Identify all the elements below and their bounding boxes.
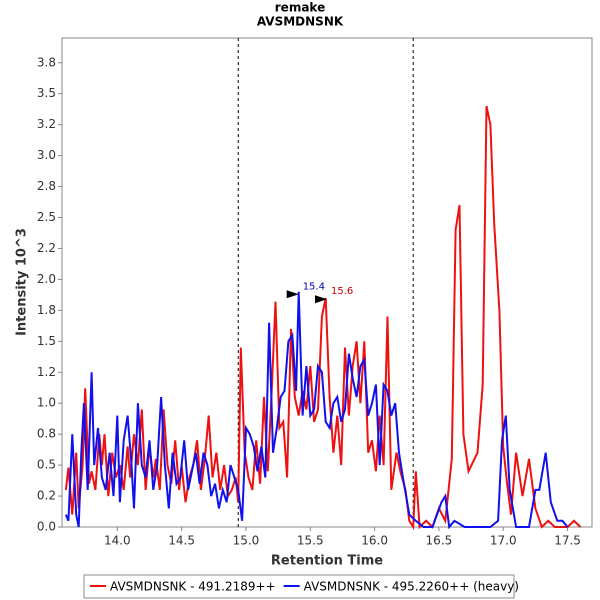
x-tick-label: 15.0 bbox=[233, 534, 260, 548]
y-tick-label: 0.8 bbox=[37, 427, 56, 441]
legend-label: AVSMDNSNK - 495.2260++ (heavy) bbox=[304, 580, 519, 594]
y-tick-label: 1.5 bbox=[37, 334, 56, 348]
annotation-label: 15.4 bbox=[303, 281, 325, 292]
x-tick-label: 14.0 bbox=[104, 534, 131, 548]
y-tick-label: 0.2 bbox=[37, 489, 56, 503]
y-axis-label: Intensity 10^3 bbox=[15, 228, 30, 336]
x-tick-label: 15.5 bbox=[297, 534, 324, 548]
chart-title: remake bbox=[275, 1, 325, 15]
legend-label: AVSMDNSNK - 491.2189++ bbox=[110, 580, 276, 594]
y-tick-label: 2.2 bbox=[37, 241, 56, 255]
x-tick-label: 16.0 bbox=[361, 534, 388, 548]
x-axis-label: Retention Time bbox=[271, 554, 383, 569]
annotation-arrow bbox=[286, 290, 299, 299]
y-tick-label: 2.0 bbox=[37, 272, 56, 286]
x-tick-label: 17.0 bbox=[490, 534, 517, 548]
y-tick-label: 3.0 bbox=[37, 148, 56, 162]
y-tick-label: 3.2 bbox=[37, 117, 56, 131]
y-tick-label: 3.5 bbox=[37, 86, 56, 100]
y-tick-label: 2.8 bbox=[37, 179, 56, 193]
x-tick-label: 16.5 bbox=[426, 534, 453, 548]
y-tick-label: 0.5 bbox=[37, 458, 56, 472]
chart-subtitle: AVSMDNSNK bbox=[257, 15, 344, 29]
x-tick-label: 14.5 bbox=[168, 534, 195, 548]
y-tick-label: 1.8 bbox=[37, 303, 56, 317]
y-tick-label: 0.0 bbox=[37, 520, 56, 534]
annotation-arrow bbox=[315, 295, 327, 304]
x-tick-label: 17.5 bbox=[554, 534, 581, 548]
y-tick-label: 1.2 bbox=[37, 365, 56, 379]
series-line bbox=[64, 291, 569, 530]
y-tick-label: 2.5 bbox=[37, 210, 56, 224]
annotation-label: 15.6 bbox=[331, 286, 353, 297]
y-tick-label: 3.8 bbox=[37, 55, 56, 69]
y-tick-label: 1.0 bbox=[37, 396, 56, 410]
